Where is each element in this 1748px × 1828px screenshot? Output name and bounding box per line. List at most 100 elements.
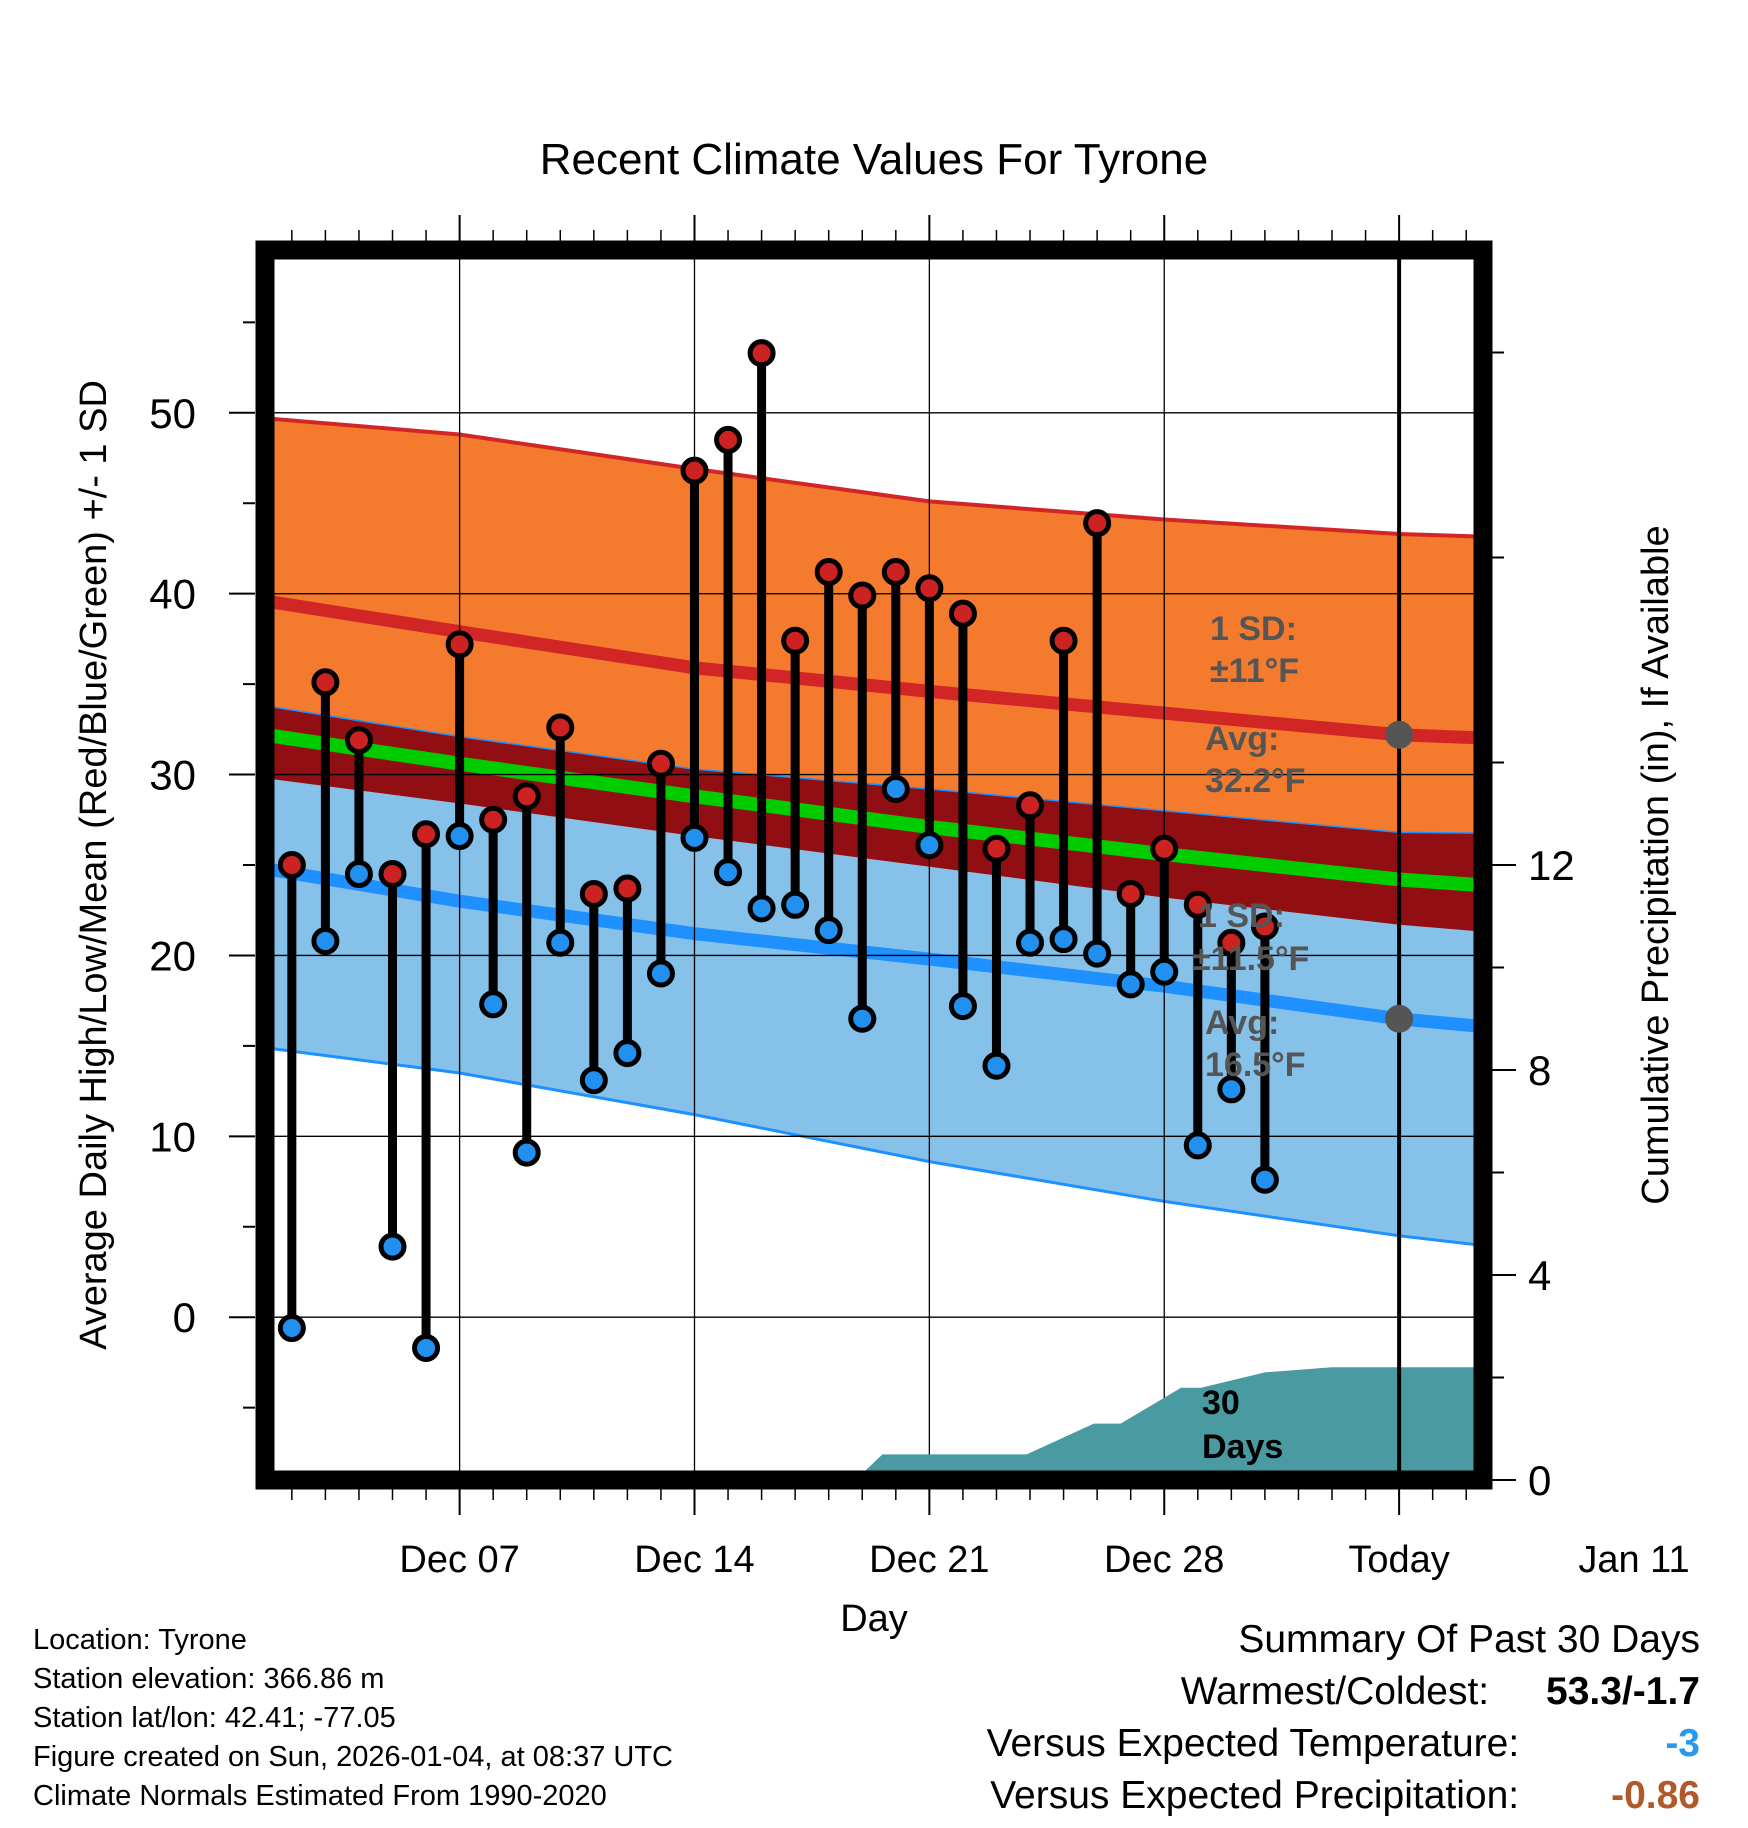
info-normals: Climate Normals Estimated From 1990-2020 [33, 1780, 607, 1812]
high-avg-marker [1385, 720, 1414, 749]
daily-low-point [848, 1004, 877, 1033]
summary-title: Summary Of Past 30 Days [1238, 1618, 1700, 1661]
daily-low-point [680, 823, 709, 852]
low-avg-line [265, 862, 1483, 1034]
daily-high-point [412, 820, 441, 849]
daily-high-point [546, 713, 575, 742]
low-avg-label: Avg: [1205, 1004, 1279, 1042]
daily-low-point [579, 1066, 608, 1095]
daily-low-point [982, 1051, 1011, 1080]
daily-high-point [1116, 879, 1145, 908]
daily-high-point [881, 557, 910, 586]
chart-annotations: 1 SD: ±11°F Avg: 32.2°F 1 SD: ±11.5°F Av… [1192, 610, 1309, 1466]
x-tick-label: Dec 28 [1104, 1539, 1224, 1581]
daily-high-point [613, 874, 642, 903]
axes: 0 10 20 30 40 50 0 4 8 12 Dec 07 Dec 14 Dec 21 Dec 28… [149, 215, 1690, 1581]
high-sd-value: ±11°F [1210, 652, 1299, 690]
temp-value: -3 [1665, 1722, 1700, 1765]
warm-cold-value: 53.3/-1.7 [1546, 1670, 1700, 1713]
info-elevation: Station elevation: 366.86 m [33, 1663, 385, 1695]
x-tick-label: Dec 07 [399, 1539, 519, 1581]
y-tick-label: 40 [149, 571, 196, 618]
precipitation-area-fill [855, 1367, 1483, 1480]
info-location: Location: Tyrone [33, 1624, 247, 1656]
daily-observations [277, 339, 1414, 1362]
daily-low-point [378, 1232, 407, 1261]
mean-avg-line [265, 727, 1483, 893]
daily-high-point [814, 557, 843, 586]
daily-low-point [1150, 957, 1179, 986]
low-sd-value: ±11.5°F [1192, 940, 1309, 978]
daily-high-point [344, 726, 373, 755]
daily-high-point [915, 574, 944, 603]
x-tick-label: Dec 14 [634, 1539, 754, 1581]
daily-high-point [1217, 928, 1246, 957]
daily-high-point [1183, 890, 1212, 919]
daily-low-point [1016, 928, 1045, 957]
daily-low-point [747, 894, 776, 923]
daily-high-point [714, 425, 743, 454]
period-unit: Days [1202, 1428, 1283, 1466]
daily-high-point [1049, 626, 1078, 655]
daily-high-point [848, 581, 877, 610]
info-created: Figure created on Sun, 2026-01-04, at 08… [33, 1741, 673, 1773]
daily-low-point [412, 1333, 441, 1362]
high-avg-line [265, 594, 1483, 745]
daily-low-point [646, 959, 675, 988]
daily-high-point [479, 805, 508, 834]
summary-precipitation: Versus Expected Precipitation: -0.86 [990, 1774, 1700, 1818]
warm-cold-label: Warmest/Coldest: [1180, 1670, 1490, 1713]
daily-low-point [546, 928, 575, 957]
daily-high-point [646, 749, 675, 778]
daily-high-point [948, 599, 977, 628]
daily-high-point [445, 630, 474, 659]
precipitation-area [855, 1367, 1483, 1480]
daily-low-point [311, 926, 340, 955]
daily-low-point [1049, 925, 1078, 954]
daily-high-point [378, 860, 407, 889]
daily-low-point [781, 890, 810, 919]
low-avg-value: 16.5°F [1205, 1046, 1306, 1084]
high-avg-value: 32.2°F [1205, 762, 1306, 800]
daily-low-point [915, 831, 944, 860]
daily-low-point [814, 916, 843, 945]
daily-high-point [1016, 791, 1045, 820]
daily-high-point [512, 782, 541, 811]
info-latlon: Station lat/lon: 42.41; -77.05 [33, 1702, 396, 1734]
daily-low-point [1116, 970, 1145, 999]
daily-high-point [579, 879, 608, 908]
y-tick-label: 0 [173, 1294, 196, 1341]
high-sd-label: 1 SD: [1210, 610, 1297, 648]
daily-high-point [680, 456, 709, 485]
daily-high-point [277, 851, 306, 879]
y-axis-label: Average Daily High/Low/Mean (Red/Blue/Gr… [73, 380, 115, 1350]
daily-low-point [613, 1039, 642, 1068]
daily-low-point [445, 822, 474, 851]
precip-label: Versus Expected Precipitation: [990, 1774, 1520, 1817]
plot-frame [255, 240, 1493, 1490]
x-axis-label: Day [840, 1598, 908, 1640]
daily-low-point [344, 860, 373, 889]
daily-high-point [982, 834, 1011, 863]
daily-low-point [881, 775, 910, 804]
low-sd-lower-line [265, 1046, 1483, 1247]
x-tick-label: Dec 21 [869, 1539, 989, 1581]
temp-label: Versus Expected Temperature: [986, 1722, 1520, 1765]
high-sd-upper-line [265, 416, 1483, 539]
daily-low-point [1183, 1131, 1212, 1160]
daily-high-point [1150, 834, 1179, 863]
chart-title: Recent Climate Values For Tyrone [540, 135, 1208, 184]
x-tick-label: Today [1348, 1539, 1449, 1581]
y2-tick-label: 0 [1528, 1457, 1551, 1504]
daily-low-point [277, 1314, 306, 1343]
y2-axis-label: Cumulative Precipitation (in), If Availa… [1635, 525, 1677, 1204]
daily-low-point [948, 992, 977, 1021]
daily-low-point [714, 858, 743, 887]
daily-high-point [747, 339, 776, 368]
y2-tick-label: 12 [1528, 842, 1575, 889]
daily-high-point [311, 668, 340, 697]
x-tick-label: Jan 11 [1578, 1539, 1689, 1581]
y-tick-label: 10 [149, 1113, 196, 1160]
daily-high-point [1250, 912, 1279, 941]
